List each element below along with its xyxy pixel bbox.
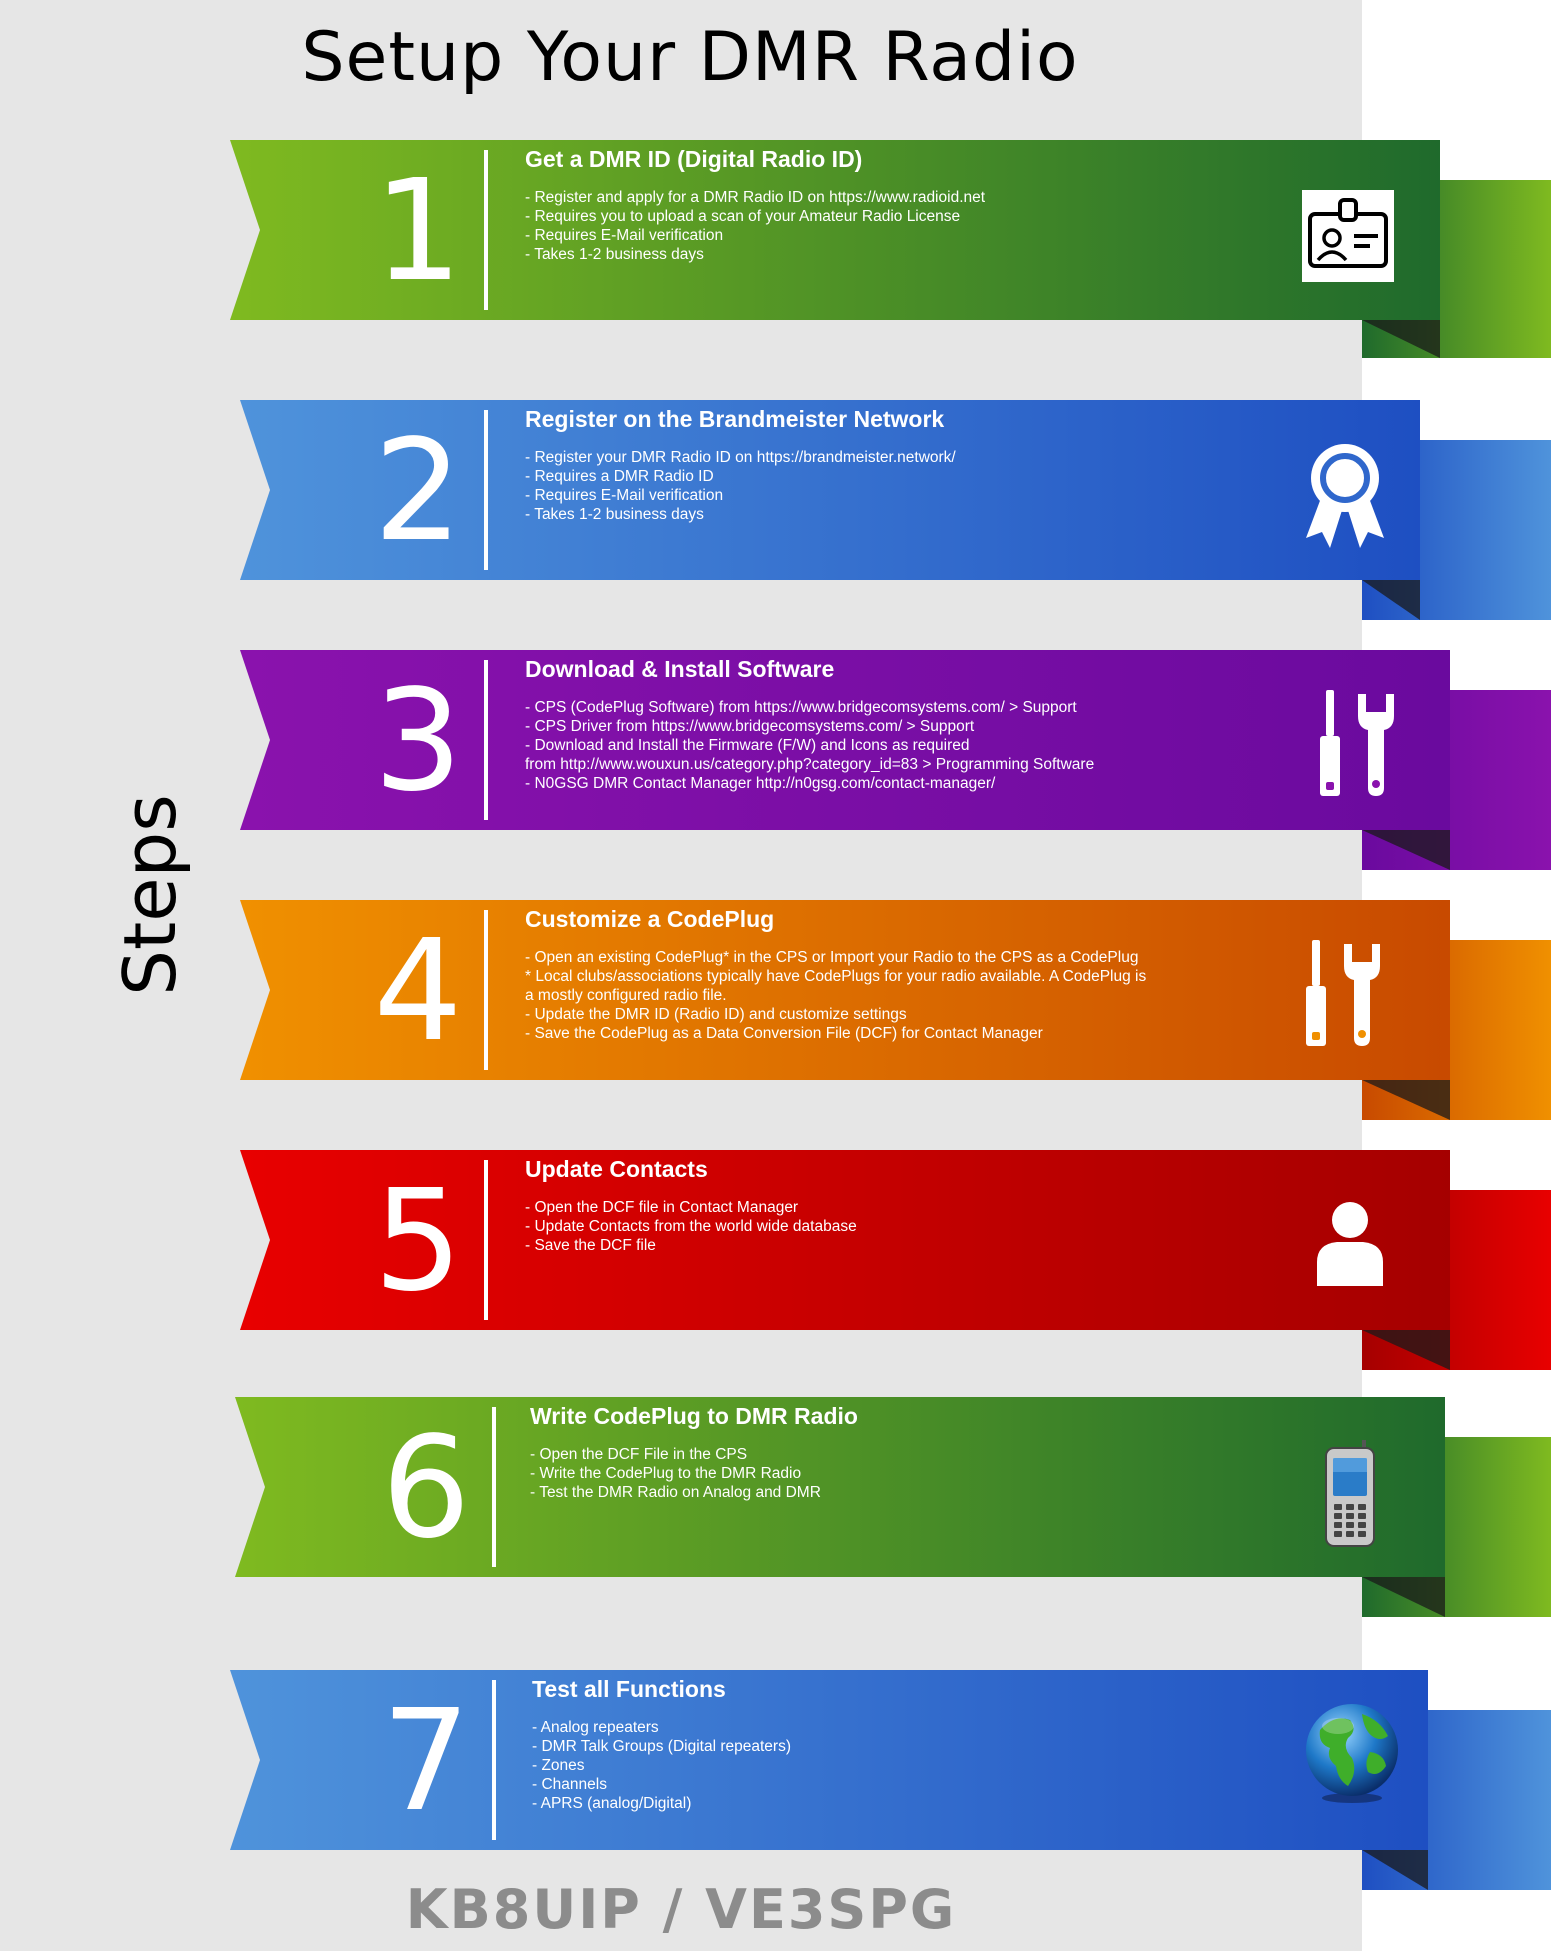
detail-line: - Zones [532,1757,585,1774]
step-number: 1 [373,150,463,313]
step-details: - Register your DMR Radio ID on https://… [525,448,956,524]
footer-callsigns: KB8UIP / VE3SPG [405,1878,957,1941]
mobile-phone-icon [1325,1440,1375,1547]
step-number: 4 [373,910,463,1073]
detail-line: - Save the DCF file [525,1237,656,1254]
step-divider [492,1680,496,1840]
step-divider [492,1407,496,1567]
detail-line: - Download and Install the Firmware (F/W… [525,737,970,754]
detail-line: - N0GSG DMR Contact Manager http://n0gsg… [525,775,996,792]
detail-line: - Requires a DMR Radio ID [525,468,714,485]
detail-line: - Open an existing CodePlug* in the CPS … [525,949,1139,966]
detail-line: - Open the DCF File in the CPS [530,1446,748,1463]
step-heading: Test all Functions [532,1676,726,1702]
detail-line: - Takes 1-2 business days [525,246,704,263]
detail-line: - Save the CodePlug as a Data Conversion… [525,1025,1043,1042]
ribbon-banner [230,140,1440,320]
step-heading: Update Contacts [525,1156,708,1182]
step-divider [484,1160,488,1320]
award-ribbon-icon [1306,444,1384,548]
step-number: 6 [381,1407,471,1570]
detail-line: - CPS (CodePlug Software) from https://w… [525,699,1077,716]
tools-icon [1320,690,1394,796]
detail-line: - Requires E-Mail verification [525,227,724,244]
ribbon-banner [235,1397,1445,1577]
ribbon-banner [240,900,1450,1080]
step-details: - Open the DCF file in Contact Manager - … [525,1198,857,1255]
ribbon-banner [240,1150,1450,1330]
steps-side-label: Steps [108,794,192,996]
id-card-icon [1302,190,1394,282]
detail-line: a mostly configured radio file. [525,987,727,1004]
step-divider [484,150,488,310]
step-divider [484,410,488,570]
detail-line: - CPS Driver from https://www.bridgecoms… [525,718,975,735]
step-number: 3 [373,660,463,823]
ribbon-banner [240,400,1420,580]
step-details: - Register and apply for a DMR Radio ID … [525,188,985,264]
detail-line: - Open the DCF file in Contact Manager [525,1199,799,1216]
globe-icon [1306,1704,1398,1803]
step-details: - Open an existing CodePlug* in the CPS … [525,948,1146,1043]
step-number: 2 [373,410,463,573]
step-divider [484,910,488,1070]
detail-line: - Register your DMR Radio ID on https://… [525,449,956,466]
detail-line: - Write the CodePlug to the DMR Radio [530,1465,802,1482]
detail-line: * Local clubs/associations typically hav… [525,968,1147,985]
detail-line: - Requires you to upload a scan of your … [525,208,961,225]
detail-line: - Takes 1-2 business days [525,506,704,523]
step-heading: Get a DMR ID (Digital Radio ID) [525,146,863,172]
step-heading: Download & Install Software [525,656,835,682]
step-number: 5 [373,1160,463,1323]
step-details: - Open the DCF File in the CPS - Write th… [530,1445,821,1502]
step-heading: Write CodePlug to DMR Radio [530,1403,858,1429]
step-divider [484,660,488,820]
step-details: - CPS (CodePlug Software) from https://w… [525,698,1094,793]
step-number: 7 [381,1680,471,1843]
detail-line: - Analog repeaters [532,1719,659,1736]
tools-icon [1306,940,1380,1046]
step-details: - Analog repeaters - DMR Talk Groups (Dig… [532,1718,791,1813]
person-icon [1317,1202,1383,1286]
detail-line: from http://www.wouxun.us/category.php?c… [525,756,1095,773]
page-title: Setup Your DMR Radio [301,18,1079,97]
detail-line: - Test the DMR Radio on Analog and DMR [530,1484,821,1501]
detail-line: - Update Contacts from the world wide da… [525,1218,857,1235]
detail-line: - DMR Talk Groups (Digital repeaters) [532,1738,791,1755]
step-heading: Customize a CodePlug [525,906,775,932]
step-heading: Register on the Brandmeister Network [525,406,945,432]
ribbon-banner [230,1670,1428,1850]
detail-line: - Register and apply for a DMR Radio ID … [525,189,986,206]
detail-line: - Update the DMR ID (Radio ID) and custo… [525,1006,907,1023]
ribbon-banner [240,650,1450,830]
detail-line: - APRS (analog/Digital) [532,1795,692,1812]
detail-line: - Channels [532,1776,607,1793]
detail-line: - Requires E-Mail verification [525,487,724,504]
